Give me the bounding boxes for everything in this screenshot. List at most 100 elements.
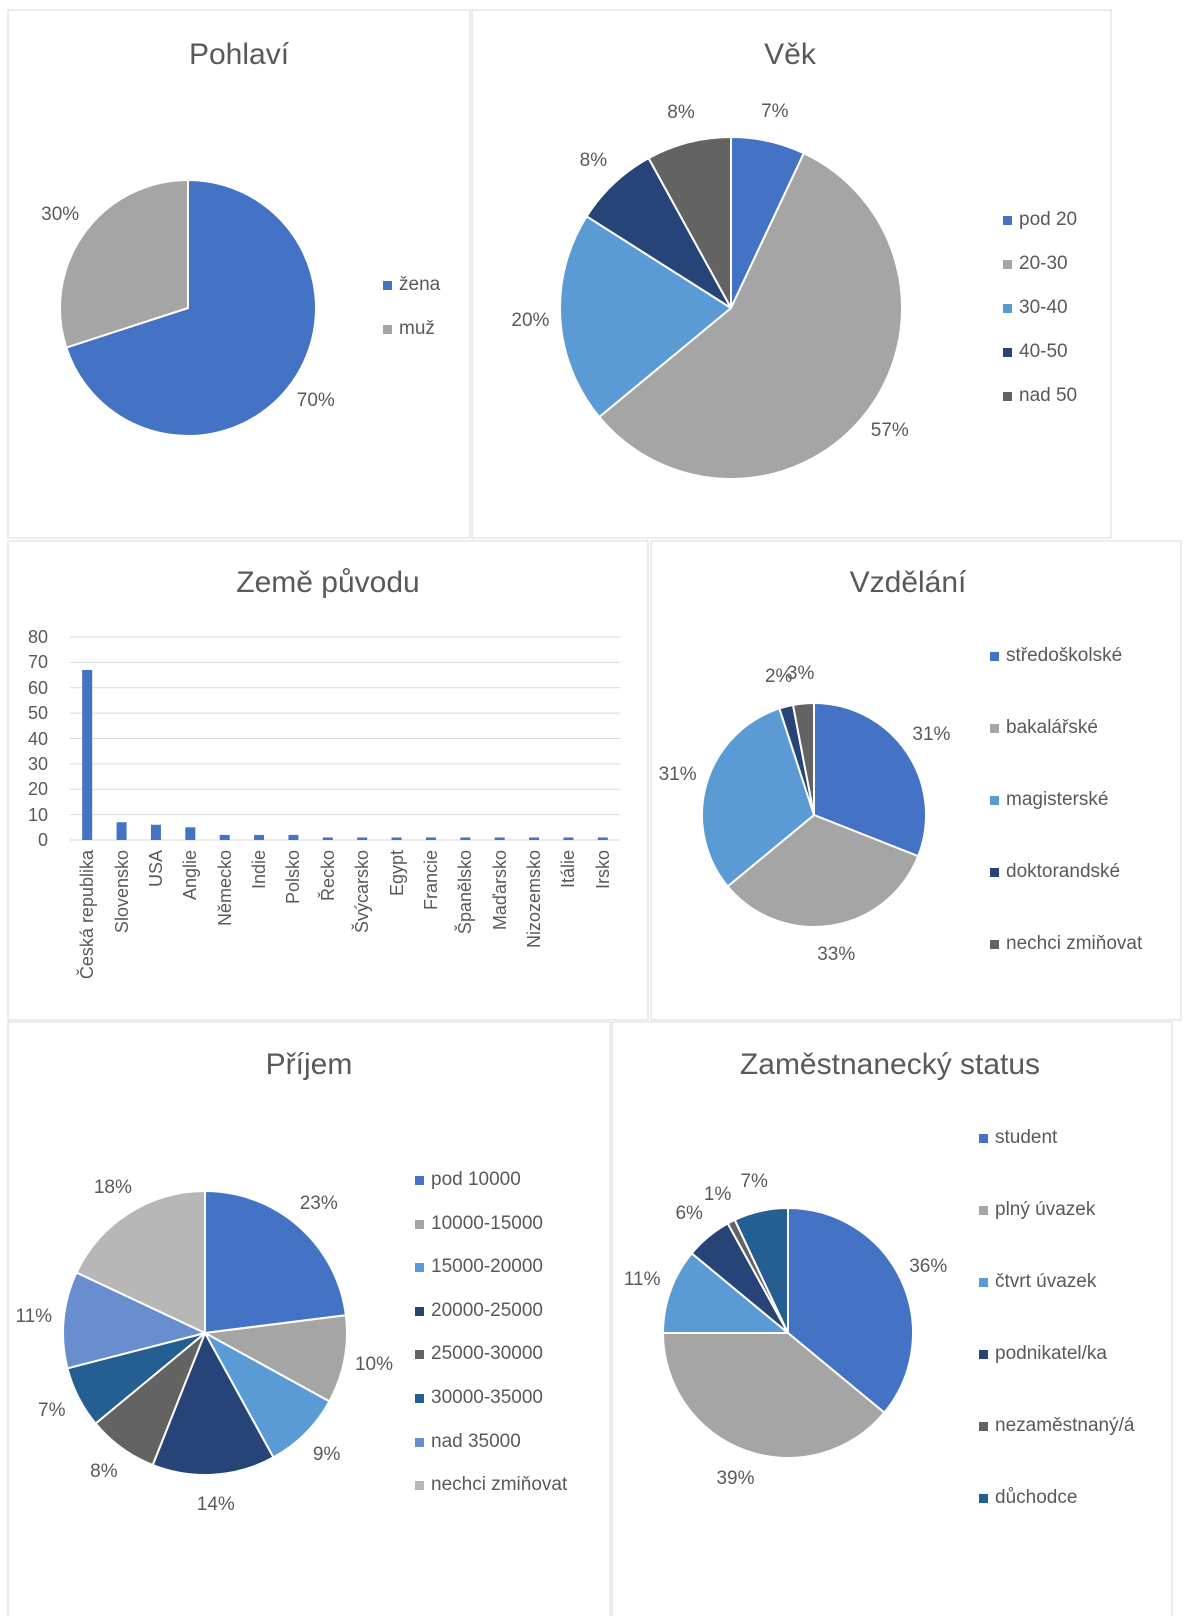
data-label: 3% — [786, 662, 815, 684]
legend-swatch — [415, 1350, 424, 1360]
x-tick-label: Švýcarsko — [352, 850, 373, 934]
data-label: 9% — [312, 1443, 341, 1465]
data-label: 10% — [354, 1354, 393, 1376]
legend-label: pod 10000 — [431, 1169, 521, 1190]
x-tick-label: Egypt — [386, 850, 407, 897]
pie-slice — [201, 1314, 348, 1403]
chart-title: Země původu — [236, 566, 420, 599]
legend-entry: 40-50 — [1003, 340, 1139, 364]
panel-border — [611, 1021, 1173, 1616]
legend-label: čtvrt úvazek — [995, 1271, 1097, 1292]
legend-entry: pod 20 — [1003, 208, 1139, 232]
data-label: 31% — [658, 764, 697, 786]
pie-slice — [204, 1189, 347, 1335]
legend-label: 20000-25000 — [431, 1299, 543, 1321]
bar — [116, 822, 127, 840]
data-label: 57% — [870, 420, 909, 442]
pie-slice — [647, 135, 732, 309]
pie-slice — [661, 1332, 886, 1459]
legend-swatch — [990, 868, 999, 877]
data-label: 7% — [740, 1170, 768, 1192]
data-label: 11% — [15, 1305, 53, 1327]
chart-title: Vzdělání — [849, 566, 967, 599]
legend-label: 30000-35000 — [431, 1387, 543, 1408]
data-label: 23% — [299, 1192, 338, 1214]
chart-title: Věk — [764, 38, 816, 71]
y-tick-label: 20 — [27, 779, 48, 800]
legend-entry: bakalářské — [990, 716, 1154, 740]
data-label: 70% — [296, 389, 335, 411]
chart-title: Zaměstnanecký status — [739, 1048, 1041, 1081]
data-label: 6% — [675, 1202, 703, 1224]
pie-slice — [733, 1206, 789, 1334]
legend-swatch — [415, 1394, 424, 1403]
panel-border — [7, 540, 649, 1021]
legend-label: 25000-30000 — [431, 1343, 543, 1365]
bar — [219, 834, 230, 840]
legend-entry: žena — [383, 273, 519, 297]
pie-slice — [597, 151, 903, 480]
legend-swatch — [415, 1481, 424, 1491]
legend-entry: čtvrt úvazek — [979, 1270, 1150, 1294]
data-label: 7% — [38, 1400, 66, 1422]
legend-entry: nad 35000 — [415, 1430, 611, 1454]
legend-entry: 10000-15000 — [415, 1212, 611, 1236]
legend-label: muž — [399, 318, 435, 339]
data-label: 31% — [912, 724, 951, 746]
pie-slice — [791, 701, 815, 816]
legend-label: doktorandské — [1006, 861, 1121, 882]
pie-slice — [726, 813, 920, 928]
pie-slice — [701, 707, 816, 888]
x-tick-label: Francie — [420, 850, 441, 911]
bar — [288, 834, 299, 840]
legend-label: podnikatel/ka — [995, 1343, 1107, 1364]
legend-entry: nechci zmiňovat — [990, 932, 1154, 956]
x-tick-label: Slovensko — [111, 850, 132, 934]
y-tick-label: 30 — [27, 753, 48, 774]
legend-label: nechci zmiňovat — [1006, 933, 1143, 954]
bar — [597, 837, 608, 840]
legend-label: středoškolské — [1006, 645, 1123, 666]
data-label: 30% — [41, 204, 80, 226]
legend-label: nezaměstnaný/á — [995, 1415, 1135, 1436]
legend-swatch — [415, 1219, 424, 1229]
legend-entry: nechci zmiňovat — [415, 1473, 611, 1497]
data-label: 7% — [761, 100, 789, 122]
legend-entry: muž — [383, 317, 519, 341]
pie-slice — [151, 1330, 275, 1476]
legend-swatch — [979, 1206, 988, 1215]
legend-entry: 20-30 — [1003, 252, 1139, 276]
panel-border — [7, 1021, 611, 1616]
y-tick-label: 70 — [27, 652, 48, 673]
y-tick-label: 10 — [27, 804, 48, 825]
legend-swatch — [1003, 304, 1012, 313]
bar — [391, 837, 402, 840]
pie-slice — [787, 1206, 914, 1415]
panel-border — [7, 9, 471, 539]
data-label: 2% — [764, 666, 793, 688]
legend-label: student — [995, 1127, 1058, 1148]
legend-swatch — [1003, 216, 1012, 225]
bar — [150, 824, 161, 840]
legend-label: 10000-15000 — [431, 1212, 543, 1234]
bar — [82, 669, 93, 840]
legend-label: pod 20 — [1019, 209, 1078, 230]
bar — [425, 837, 436, 840]
x-tick-label: Nizozemsko — [524, 850, 545, 949]
legend-entry: 15000-20000 — [415, 1255, 611, 1279]
legend-label: 40-50 — [1019, 341, 1068, 362]
pie-slice — [813, 701, 927, 858]
legend-entry: student — [979, 1126, 1150, 1150]
legend-swatch — [979, 1422, 988, 1431]
legend-swatch — [383, 325, 392, 334]
legend-label: nechci zmiňovat — [431, 1474, 568, 1496]
data-label: 11% — [623, 1269, 661, 1291]
data-label: 33% — [817, 944, 856, 966]
data-label: 18% — [93, 1176, 132, 1198]
y-tick-label: 50 — [27, 703, 48, 724]
x-tick-label: Anglie — [180, 850, 201, 901]
x-tick-label: Řecko — [317, 850, 338, 902]
x-tick-label: Itálie — [558, 850, 579, 889]
legend-swatch — [415, 1176, 424, 1185]
